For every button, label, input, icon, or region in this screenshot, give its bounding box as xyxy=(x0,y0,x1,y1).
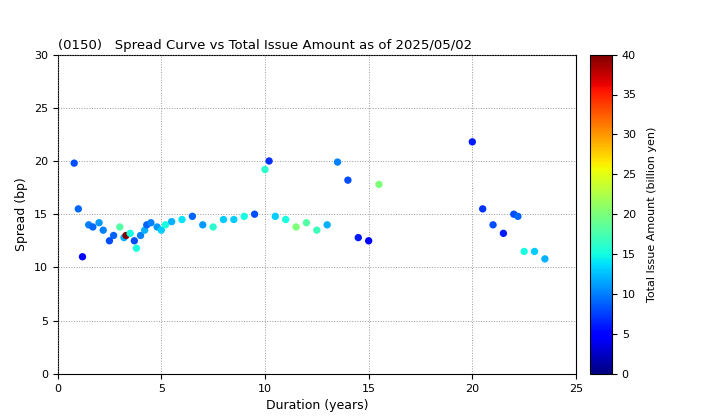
Point xyxy=(197,221,209,228)
Point xyxy=(332,159,343,165)
Point xyxy=(373,181,384,188)
Point xyxy=(363,237,374,244)
Point xyxy=(301,219,312,226)
Point xyxy=(160,221,171,228)
Point xyxy=(518,248,530,255)
Point xyxy=(290,223,302,230)
Point xyxy=(94,219,105,226)
Point xyxy=(311,227,323,234)
Point xyxy=(68,160,80,166)
Point xyxy=(342,177,354,184)
Point xyxy=(238,213,250,220)
Point xyxy=(269,213,281,220)
Point xyxy=(87,223,99,230)
Point xyxy=(487,221,499,228)
Point xyxy=(120,232,132,239)
Point xyxy=(508,211,520,218)
Point xyxy=(104,237,115,244)
Point xyxy=(186,213,198,220)
Point xyxy=(512,213,523,220)
Point xyxy=(156,227,167,234)
Point xyxy=(207,223,219,230)
X-axis label: Duration (years): Duration (years) xyxy=(266,399,368,412)
Point xyxy=(264,158,275,164)
Y-axis label: Spread (bp): Spread (bp) xyxy=(15,177,28,251)
Point xyxy=(73,205,84,212)
Point xyxy=(139,227,150,234)
Point xyxy=(108,232,120,239)
Point xyxy=(228,216,240,223)
Point xyxy=(259,166,271,173)
Point xyxy=(353,234,364,241)
Point xyxy=(321,221,333,228)
Point xyxy=(145,219,157,226)
Point xyxy=(217,216,229,223)
Point xyxy=(280,216,292,223)
Y-axis label: Total Issue Amount (billion yen): Total Issue Amount (billion yen) xyxy=(647,126,657,302)
Point xyxy=(498,230,509,237)
Point xyxy=(125,230,136,237)
Point xyxy=(97,227,109,234)
Point xyxy=(528,248,540,255)
Point xyxy=(477,205,488,212)
Point xyxy=(151,223,163,230)
Point xyxy=(118,234,130,241)
Point xyxy=(129,237,140,244)
Point xyxy=(77,253,89,260)
Point xyxy=(83,221,94,228)
Point xyxy=(249,211,261,218)
Point xyxy=(141,221,153,228)
Point xyxy=(135,232,146,239)
Text: (0150)   Spread Curve vs Total Issue Amount as of 2025/05/02: (0150) Spread Curve vs Total Issue Amoun… xyxy=(58,39,472,52)
Point xyxy=(467,139,478,145)
Point xyxy=(114,223,125,230)
Point xyxy=(176,216,188,223)
Point xyxy=(130,245,142,252)
Point xyxy=(166,218,177,225)
Point xyxy=(539,255,551,262)
